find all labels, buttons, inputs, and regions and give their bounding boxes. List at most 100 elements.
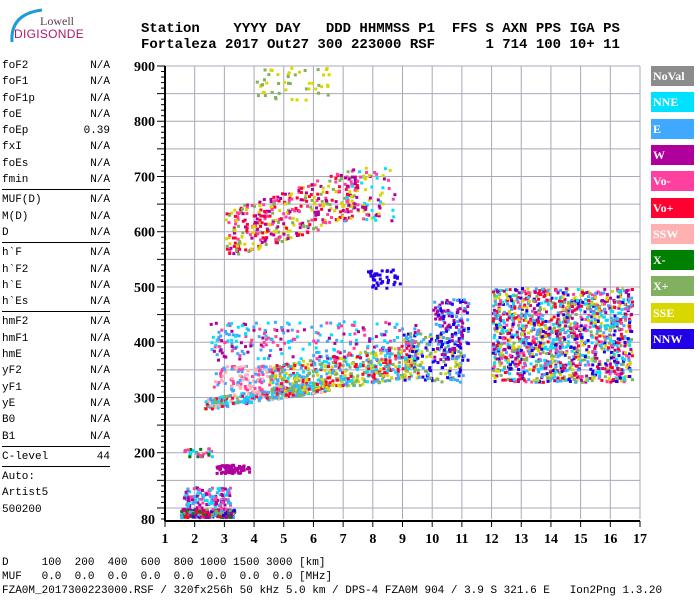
data-point xyxy=(327,336,331,340)
data-point xyxy=(355,184,359,187)
data-point xyxy=(263,217,267,221)
data-point xyxy=(433,355,437,359)
data-point xyxy=(223,394,227,398)
data-point xyxy=(553,305,557,309)
data-point xyxy=(231,396,235,400)
data-point xyxy=(285,393,288,397)
data-point xyxy=(317,197,321,201)
data-point xyxy=(527,378,531,382)
data-point xyxy=(416,368,420,372)
data-point xyxy=(600,342,604,346)
data-point xyxy=(189,510,193,514)
data-point xyxy=(532,337,536,341)
data-point xyxy=(324,199,328,202)
data-point xyxy=(353,182,357,186)
data-point xyxy=(615,363,619,367)
data-point xyxy=(547,334,551,337)
data-point xyxy=(606,324,610,327)
data-point xyxy=(403,356,407,360)
data-point xyxy=(515,330,519,334)
data-point xyxy=(537,340,541,344)
data-point xyxy=(590,293,594,297)
data-point xyxy=(518,377,522,381)
data-point xyxy=(539,359,543,362)
data-point xyxy=(493,352,497,356)
data-point xyxy=(221,402,225,406)
data-point xyxy=(236,401,240,405)
data-point xyxy=(593,353,597,356)
data-point xyxy=(290,328,294,332)
param-row: foE N/A xyxy=(2,107,110,123)
data-point xyxy=(246,378,250,382)
data-point xyxy=(226,339,230,343)
data-point xyxy=(625,289,629,292)
data-point xyxy=(245,212,249,215)
data-point xyxy=(512,341,516,345)
data-point xyxy=(387,187,391,190)
data-point xyxy=(578,359,582,363)
data-point xyxy=(538,352,542,356)
data-point xyxy=(544,362,548,366)
data-point xyxy=(438,303,442,307)
data-point xyxy=(222,354,226,358)
data-point xyxy=(289,236,293,240)
data-point xyxy=(278,365,281,369)
data-point xyxy=(267,222,271,226)
data-point xyxy=(392,215,396,219)
data-point xyxy=(623,302,627,306)
data-point xyxy=(232,388,236,392)
data-point xyxy=(533,290,537,294)
data-point xyxy=(559,310,563,314)
data-point xyxy=(532,365,536,369)
data-point xyxy=(459,346,463,350)
data-point xyxy=(590,319,594,323)
data-point xyxy=(331,379,335,383)
data-point xyxy=(266,229,269,233)
data-point xyxy=(564,345,568,349)
data-point xyxy=(341,215,345,218)
data-point xyxy=(441,324,445,328)
data-point xyxy=(264,343,268,347)
data-point xyxy=(319,192,323,196)
data-point xyxy=(516,335,520,339)
data-point xyxy=(228,494,232,498)
data-point xyxy=(339,377,343,381)
data-point xyxy=(550,357,554,361)
data-point xyxy=(576,288,580,291)
data-point xyxy=(257,221,261,225)
data-point xyxy=(505,329,509,333)
data-point xyxy=(230,211,234,215)
data-point xyxy=(256,227,260,231)
data-point xyxy=(555,322,559,325)
data-point xyxy=(288,196,292,200)
data-point xyxy=(607,369,611,373)
data-point xyxy=(367,198,371,202)
data-point xyxy=(630,312,633,316)
data-point xyxy=(506,360,510,364)
data-point xyxy=(508,304,512,308)
data-point xyxy=(592,315,596,318)
data-point xyxy=(566,311,570,315)
data-point xyxy=(618,338,622,341)
data-point xyxy=(327,184,331,188)
data-point xyxy=(608,328,612,332)
data-point xyxy=(417,373,421,377)
data-point xyxy=(348,333,352,336)
data-point xyxy=(516,354,520,358)
data-point xyxy=(460,330,464,334)
data-point xyxy=(273,375,277,379)
data-point xyxy=(261,345,265,349)
data-point xyxy=(605,297,609,301)
param-name: foF1 xyxy=(2,76,29,89)
data-point xyxy=(560,370,564,374)
data-point xyxy=(591,311,595,315)
data-point xyxy=(611,325,615,329)
data-point xyxy=(364,365,368,369)
data-point xyxy=(352,324,356,327)
data-point xyxy=(297,210,301,213)
data-point xyxy=(198,503,202,507)
data-point xyxy=(560,350,563,354)
data-point xyxy=(600,379,604,382)
data-point xyxy=(383,354,387,358)
data-point xyxy=(184,497,188,501)
